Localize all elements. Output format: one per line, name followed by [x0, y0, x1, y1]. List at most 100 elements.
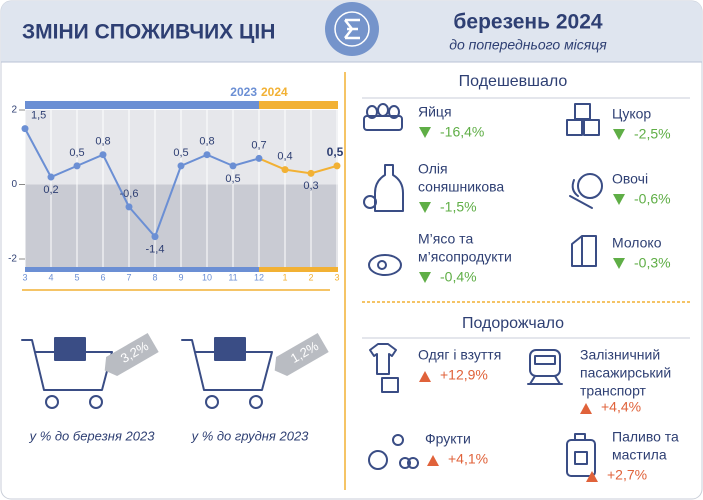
annual-caption: у % до березня 2023: [29, 428, 156, 443]
up-arrow: [419, 371, 431, 382]
up-arrow: [586, 471, 598, 482]
data-point: [151, 233, 159, 241]
up-arrow: [427, 455, 439, 466]
item-change: -16,4%: [440, 124, 484, 140]
item-change: +4,1%: [448, 451, 488, 467]
data-point: [229, 162, 237, 170]
x-tick-label: 3: [334, 272, 339, 282]
value-label: 0,7: [251, 139, 266, 151]
icon-clothes: [369, 343, 399, 393]
x-tick-label: 12: [254, 272, 264, 282]
data-point: [177, 162, 185, 170]
period: березень 2024: [453, 11, 602, 34]
item-name: Яйця: [418, 104, 452, 120]
down-arrow: [613, 194, 625, 205]
series-connector: [258, 157, 286, 171]
x-tick-label: 3: [22, 272, 27, 282]
item-name: Паливо та: [612, 429, 679, 445]
x-tick-label: 7: [126, 272, 131, 282]
x-tick-label: 2: [308, 272, 313, 282]
value-label: -0,6: [120, 188, 139, 200]
item-change: +2,7%: [607, 467, 647, 483]
icon-vegetables: [569, 173, 603, 209]
item-name: соняшникова: [418, 179, 504, 195]
value-label: 0,4: [277, 151, 292, 163]
year-strip: [25, 267, 259, 272]
series-line: [24, 128, 260, 239]
item-list: Яйця -16,4% Цукор -2,5% Олія соняшникова -1,5%…: [418, 104, 679, 483]
icon-fuel: [566, 433, 596, 477]
x-tick-label: 5: [74, 272, 79, 282]
item-change: -0,4%: [440, 269, 477, 285]
y-tick-label: -2: [8, 254, 17, 265]
item-name: Залізничний: [580, 347, 660, 363]
legend-label: 2023: [230, 85, 257, 99]
y-tick-label: 2: [11, 105, 17, 116]
data-point: [281, 166, 289, 174]
item-name: пасажирський: [580, 365, 671, 381]
icon-train: [527, 349, 563, 385]
down-arrow: [419, 202, 431, 213]
year-strip: [259, 267, 338, 272]
value-label: -1,4: [146, 244, 165, 256]
x-tick-label: 4: [48, 272, 53, 282]
data-point: [21, 125, 29, 133]
item-change: -2,5%: [634, 126, 671, 142]
data-point: [125, 203, 133, 211]
data-point: [255, 154, 263, 162]
icon-cart: [21, 337, 113, 409]
icon-oil: [363, 164, 404, 212]
item-name: Цукор: [612, 106, 651, 122]
value-label: 0,5: [225, 173, 240, 185]
data-point: [73, 162, 81, 170]
icon-meat: [368, 254, 402, 276]
data-point: [203, 151, 211, 159]
data-point: [47, 173, 55, 181]
year-strip: [259, 101, 338, 109]
value-label: 0,2: [43, 184, 58, 196]
value-label: 1,5: [31, 110, 46, 122]
value-label: 0,8: [199, 136, 214, 148]
item-name: Одяг і взуття: [418, 347, 501, 363]
comparison: до попереднього місяця: [449, 37, 607, 53]
down-arrow: [613, 258, 625, 269]
x-tick-label: 6: [100, 272, 105, 282]
annual-caption: у % до грудня 2023: [191, 428, 310, 443]
item-change: -0,3%: [634, 255, 671, 271]
value-label: 0,5: [327, 145, 344, 159]
legend-label: 2024: [261, 85, 288, 99]
price-tag: [274, 332, 329, 377]
down-arrow: [419, 272, 431, 283]
icon-fruit: [368, 434, 419, 470]
down-arrow: [613, 129, 625, 140]
item-name: М’ясо та: [418, 231, 473, 247]
x-tick-label: 8: [152, 272, 157, 282]
icon-sugar: [566, 103, 600, 136]
item-change: -1,5%: [440, 199, 477, 215]
item-change: -0,6%: [634, 191, 671, 207]
year-strip: [25, 101, 259, 109]
item-change: +12,9%: [440, 367, 488, 383]
x-tick-label: 9: [178, 272, 183, 282]
price-tag: [104, 332, 159, 377]
up-arrow: [580, 403, 592, 414]
data-point: [307, 169, 315, 177]
section-title: Подорожчало: [462, 315, 564, 332]
item-name: транспорт: [580, 383, 647, 399]
item-name: Овочі: [612, 171, 648, 187]
value-label: 0,5: [173, 147, 188, 159]
data-point: [99, 151, 107, 159]
title: ЗМІНИ СПОЖИВЧИХ ЦІН: [22, 21, 275, 44]
item-name: Молоко: [612, 235, 662, 251]
icon-milk: [571, 235, 597, 267]
data-point: [333, 162, 341, 170]
down-arrow: [419, 127, 431, 138]
x-tick-label: 11: [228, 272, 237, 282]
value-label: 0,8: [95, 136, 110, 148]
item-name: Олія: [418, 161, 448, 177]
item-name: м’ясопродукти: [418, 249, 512, 265]
item-name: Фрукти: [425, 431, 471, 447]
